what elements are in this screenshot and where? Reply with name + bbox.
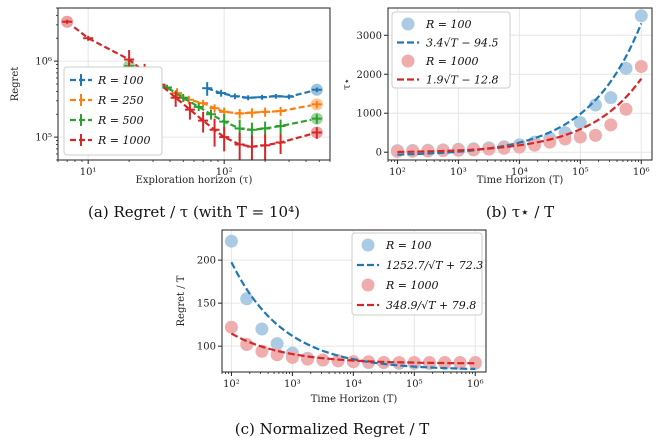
panel-b-xtick-label: 10²	[389, 167, 406, 178]
panel-b-xtick-label: 10⁶	[633, 167, 650, 178]
data-point	[255, 322, 269, 336]
panel-b: 10² 10³ 10⁴ 10⁵ 10⁶ 0 1000 2000 3000 Time Horizo…	[342, 7, 653, 221]
data-point	[634, 9, 648, 23]
panel-a-series-2	[123, 60, 323, 141]
panel-c-legend: R = 100 1252.7/√T + 72.3 R = 1000 348.9/√T …	[351, 232, 483, 316]
panel-c-xtick-label: 10⁴	[345, 379, 362, 390]
data-point	[285, 350, 299, 364]
legend-label: R = 100	[425, 18, 472, 31]
panel-b-ytick-label: 0	[376, 148, 382, 159]
fit-line	[230, 332, 476, 365]
panel-a-ylabel: Regret	[10, 67, 21, 102]
data-point	[573, 130, 587, 144]
panel-c-ytick-label: 200	[197, 256, 216, 267]
fit-line	[397, 78, 643, 154]
legend-swatch	[361, 238, 375, 252]
legend-label: R = 100	[97, 74, 144, 87]
panel-a-xlabel: Exploration horizon (τ)	[136, 175, 253, 186]
panel-c-ytick-label: 100	[197, 342, 216, 353]
data-point	[316, 353, 330, 367]
panel-b-ticks: 10² 10³ 10⁴ 10⁵ 10⁶ 0 1000 2000 3000	[357, 31, 650, 178]
panel-c-frame	[221, 229, 487, 373]
data-point	[468, 356, 482, 369]
panel-a-ytick-label: 10⁵	[35, 133, 52, 144]
legend-label: R = 1000	[97, 134, 151, 147]
panel-b-ytick-label: 2000	[357, 70, 382, 81]
panel-c-ytick-label: 150	[197, 299, 216, 310]
legend-frame	[63, 66, 163, 156]
panel-c-xtick-label: 10⁵	[406, 379, 423, 390]
panel-b-xtick-label: 10⁵	[572, 167, 589, 178]
panel-c-marks	[224, 234, 482, 370]
panel-b-caption: (b) τ⋆ / T	[486, 203, 554, 221]
legend-swatch	[361, 278, 375, 292]
panel-a-series-0	[202, 82, 323, 101]
data-point	[438, 356, 452, 369]
fit-line	[230, 261, 476, 370]
panel-b-legend: R = 100 3.4√T − 94.5 R = 1000 1.9√T − 12.8	[391, 11, 511, 89]
data-point	[240, 292, 254, 306]
legend-label: 3.4√T − 94.5	[426, 37, 499, 50]
panel-a-xtick-label: 10¹	[80, 167, 97, 178]
panel-c: 10² 10³ 10⁴ 10⁵ 10⁶ 100 150 200 Time Horizon (T…	[176, 229, 487, 438]
data-point	[619, 102, 633, 116]
legend-swatch	[401, 17, 415, 31]
data-point	[224, 320, 238, 334]
data-point	[604, 118, 618, 132]
panel-b-frame	[387, 7, 653, 161]
panel-c-xtick-label: 10³	[284, 379, 301, 390]
legend-label: R = 1000	[425, 55, 479, 68]
data-point	[589, 98, 602, 112]
data-point	[604, 91, 618, 105]
panel-a: 10¹ 10² 10⁵ 10⁶ Exploration horizon (τ) Reg…	[10, 7, 331, 221]
panel-a-caption: (a) Regret / τ (with T = 10⁴)	[88, 203, 300, 221]
panel-b-marks	[390, 9, 648, 158]
legend-label: 1252.7/√T + 72.3	[386, 259, 483, 272]
panel-c-xtick-label: 10²	[223, 379, 240, 390]
fit-line	[397, 22, 643, 156]
legend-label: R = 500	[97, 114, 144, 127]
legend-swatch	[401, 54, 415, 68]
panel-a-ticks: 10¹ 10² 10⁵ 10⁶	[35, 7, 331, 178]
panel-c-caption: (c) Normalized Regret / T	[235, 420, 430, 438]
panel-c-ticks: 10² 10³ 10⁴ 10⁵ 10⁶ 100 150 200	[197, 256, 484, 390]
series-line	[176, 92, 318, 115]
legend-frame	[351, 232, 483, 316]
data-point	[270, 337, 284, 351]
legend-label: R = 100	[385, 239, 432, 252]
panel-b-xtick-label: 10⁴	[511, 167, 528, 178]
legend-label: R = 250	[97, 94, 144, 107]
legend-label: R = 1000	[385, 279, 439, 292]
data-point	[301, 352, 315, 366]
panel-a-legend: R = 100 R = 250 R = 500 R = 1000	[63, 66, 163, 156]
panel-a-ytick-label: 10⁶	[35, 57, 52, 68]
legend-label: 348.9/√T + 79.8	[386, 299, 476, 312]
data-point	[573, 116, 587, 130]
legend-frame	[391, 11, 511, 89]
panel-c-xlabel: Time Horizon (T)	[311, 394, 398, 405]
panel-c-xtick-label: 10⁶	[467, 379, 484, 390]
panel-c-ylabel: Regret / T	[176, 275, 187, 326]
data-point	[634, 60, 648, 73]
data-point	[619, 61, 633, 75]
panel-a-xtick-label: 10²	[216, 167, 233, 178]
panel-b-ytick-label: 3000	[357, 31, 382, 42]
data-point	[589, 128, 602, 142]
panel-b-xlabel: Time Horizon (T)	[477, 175, 564, 186]
panel-a-series-1	[172, 88, 323, 119]
panel-b-ylabel: τ⋆	[342, 78, 353, 90]
panel-b-ytick-label: 1000	[357, 109, 382, 120]
data-point	[224, 234, 238, 248]
panel-b-xtick-label: 10³	[450, 167, 467, 178]
legend-label: 1.9√T − 12.8	[426, 74, 499, 87]
data-point	[543, 135, 557, 149]
